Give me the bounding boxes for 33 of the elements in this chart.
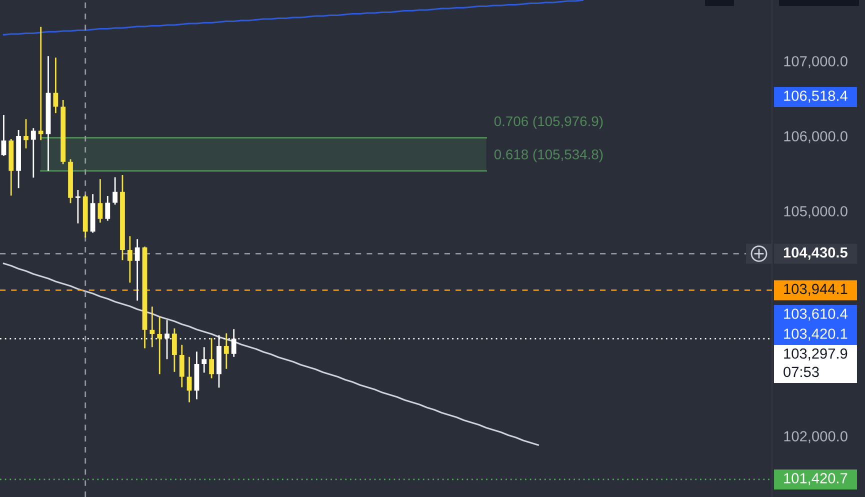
candlestick [98, 178, 103, 224]
candlestick [24, 118, 28, 150]
candlestick [179, 344, 184, 388]
line-series [2, 262, 539, 446]
candlestick [53, 56, 58, 114]
series-label: 0.706 (105,976.9) [494, 116, 603, 129]
y-tick-label: 105,000.0 [784, 206, 848, 218]
text: 103,610.4 [784, 308, 848, 321]
candlestick [38, 26, 44, 141]
candlestick [127, 235, 132, 284]
y-tick-label: 106,000.0 [784, 131, 848, 144]
candlestick [224, 332, 229, 370]
text: 103,420.1 [784, 328, 848, 341]
y-tick-label: 107,000.0 [784, 56, 848, 68]
series-label: 0.618 (105,534.8) [494, 149, 603, 162]
candlestick [209, 337, 214, 379]
candlestick [112, 176, 118, 206]
y-tick-label: 102,000.0 [784, 431, 848, 444]
candlestick [172, 328, 177, 373]
line-series [2, 0, 584, 36]
candlestick [157, 316, 162, 375]
candlestick [1, 114, 6, 157]
ref-line-label: 104,430.5 [784, 247, 848, 260]
ref-line-label: 103,297.9 07:53 [784, 348, 848, 378]
text: 106,518.4 [784, 90, 848, 103]
candlestick [150, 306, 155, 348]
candlestick [75, 189, 80, 224]
ref-line-label: 101,420.7 [784, 473, 848, 486]
candlestick [202, 346, 207, 374]
candlestick [30, 127, 36, 178]
candlestick [134, 238, 140, 302]
candlestick [105, 195, 110, 222]
ref-line-label: 103,944.1 [784, 284, 848, 296]
